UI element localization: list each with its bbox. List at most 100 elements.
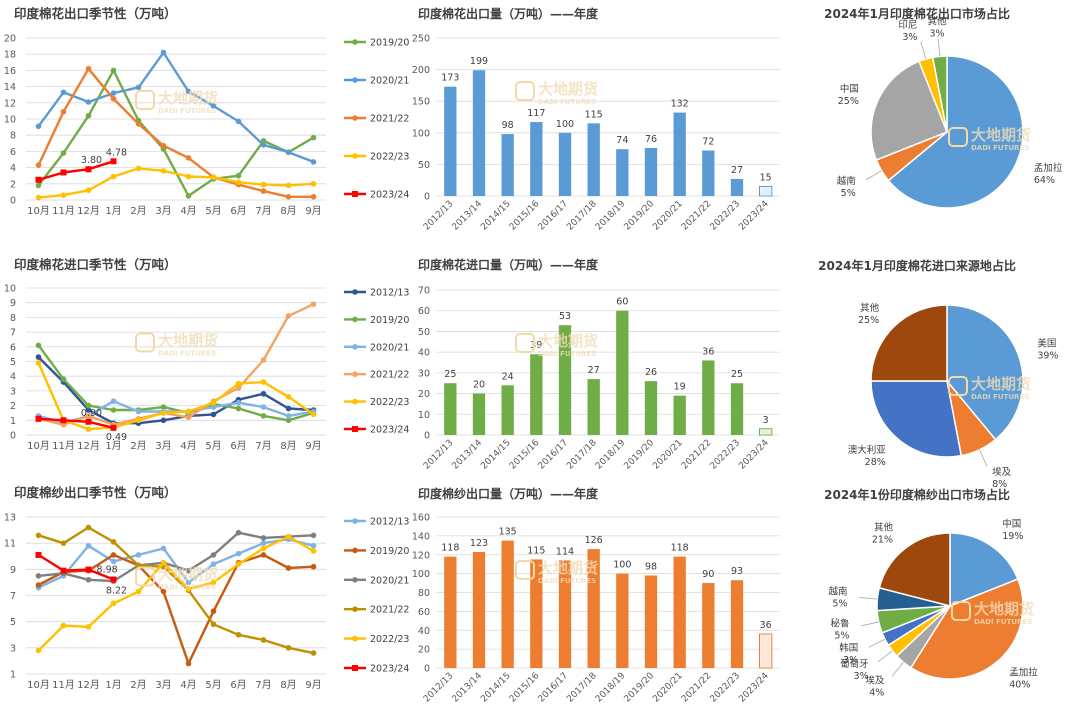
data-point bbox=[260, 637, 267, 643]
data-point bbox=[310, 532, 317, 539]
x-tick-label: 10月 bbox=[27, 679, 50, 691]
x-tick-label: 2022/23 bbox=[709, 199, 743, 233]
y-tick-label: 10 bbox=[4, 115, 16, 126]
legend-marker bbox=[352, 371, 358, 378]
y-tick-label: 8 bbox=[10, 313, 16, 324]
data-point bbox=[260, 552, 267, 558]
x-tick-label: 7月 bbox=[255, 205, 271, 217]
legend-label: 2021/22 bbox=[370, 114, 409, 125]
data-point bbox=[35, 573, 42, 579]
legend-item: 2020/21 bbox=[344, 342, 409, 353]
chart-title: 印度棉花出口季节性（万吨） bbox=[14, 6, 177, 21]
bar bbox=[644, 381, 658, 435]
legend-marker bbox=[352, 426, 358, 432]
data-point bbox=[110, 173, 117, 180]
data-point bbox=[210, 561, 217, 567]
leader-line bbox=[859, 597, 878, 600]
x-tick-label: 2018/19 bbox=[594, 438, 628, 472]
x-tick-label: 8月 bbox=[280, 205, 296, 217]
data-point bbox=[235, 179, 242, 185]
legend: 2012/13 2019/20 2020/21 2021/22 2022/23 2023/… bbox=[344, 288, 409, 436]
bar bbox=[759, 428, 773, 436]
data-point bbox=[60, 89, 67, 96]
bar-fill-light bbox=[760, 429, 771, 434]
data-point bbox=[35, 162, 42, 168]
x-tick-label: 5月 bbox=[205, 679, 221, 691]
slice-label: 中国 bbox=[840, 83, 859, 95]
legend-label: 2023/24 bbox=[370, 190, 409, 201]
y-tick-label: 3 bbox=[10, 386, 16, 397]
y-tick-label: 70 bbox=[418, 286, 430, 297]
slice-percent: 19% bbox=[1002, 531, 1023, 542]
watermark-subtext: DADI FUTURES bbox=[158, 584, 216, 592]
data-point bbox=[160, 410, 167, 416]
pie-slice bbox=[946, 304, 1024, 441]
data-point bbox=[160, 404, 167, 410]
legend-label: 2023/24 bbox=[370, 425, 409, 436]
data-point bbox=[285, 533, 292, 540]
x-tick-label: 2015/16 bbox=[508, 671, 542, 705]
series-line bbox=[38, 417, 114, 429]
watermark-text: 大地期货 bbox=[538, 80, 598, 98]
y-tick-label: 30 bbox=[418, 368, 430, 379]
x-tick-label: 12月 bbox=[77, 679, 100, 691]
data-point bbox=[210, 621, 217, 628]
legend: 2012/13 2019/20 2020/21 2021/22 2022/23 2023/… bbox=[344, 517, 409, 675]
slice-label: 韩国 bbox=[839, 642, 858, 654]
watermark-icon bbox=[515, 560, 535, 580]
slice-percent: 39% bbox=[1037, 350, 1058, 361]
x-tick-label: 4月 bbox=[180, 440, 196, 452]
data-point bbox=[35, 176, 42, 183]
bar bbox=[673, 556, 686, 668]
bar bbox=[558, 325, 572, 435]
series-2022/23 bbox=[35, 360, 317, 432]
x-tick-label: 3月 bbox=[155, 205, 171, 217]
data-point bbox=[60, 567, 67, 574]
x-tick-label: 2月 bbox=[130, 205, 146, 217]
y-tick-label: 0 bbox=[424, 192, 430, 203]
legend-label: 2019/20 bbox=[370, 38, 409, 49]
legend-marker bbox=[352, 316, 358, 323]
data-point bbox=[110, 158, 117, 165]
data-point bbox=[160, 545, 167, 552]
slice-label: 埃及 bbox=[992, 466, 1012, 478]
slice-percent: 4% bbox=[869, 687, 884, 698]
data-point bbox=[210, 608, 217, 614]
data-point bbox=[310, 563, 317, 570]
x-tick-label: 4月 bbox=[180, 205, 196, 217]
data-point bbox=[285, 149, 292, 156]
y-tick-label: 4 bbox=[10, 372, 16, 383]
legend-marker bbox=[352, 635, 358, 642]
data-label: 0.90 bbox=[81, 408, 102, 419]
data-point bbox=[310, 650, 317, 656]
bar-chart-cotton-export-annual: 印度棉花出口量（万吨）——年度 0 50 100 150 200 250 173 2012/13… bbox=[412, 6, 780, 233]
y-tick-label: 0 bbox=[10, 431, 16, 442]
bar bbox=[472, 551, 486, 668]
x-tick-label: 2021/22 bbox=[680, 438, 714, 472]
data-point bbox=[285, 313, 292, 319]
legend-label: 2022/23 bbox=[370, 634, 409, 645]
data-point bbox=[210, 579, 217, 586]
x-tick-label: 2017/18 bbox=[565, 438, 599, 472]
data-point bbox=[135, 121, 142, 127]
x-tick-label: 2016/17 bbox=[537, 671, 571, 705]
bar bbox=[530, 122, 543, 196]
x-tick-label: 12月 bbox=[77, 205, 100, 217]
bar-value-label: 100 bbox=[556, 119, 574, 130]
slice-percent: 5% bbox=[841, 188, 856, 199]
y-tick-label: 20 bbox=[418, 645, 430, 656]
data-point bbox=[85, 413, 92, 419]
x-tick-label: 5月 bbox=[205, 440, 221, 452]
data-point bbox=[60, 421, 67, 428]
legend-marker bbox=[352, 344, 358, 350]
bar bbox=[673, 112, 686, 196]
data-point bbox=[260, 391, 267, 397]
legend-item: 2022/23 bbox=[344, 152, 409, 163]
series-line bbox=[37, 362, 315, 431]
chart-title: 印度棉花进口季节性（万吨） bbox=[14, 257, 177, 272]
slice-percent: 40% bbox=[1009, 680, 1030, 691]
data-point bbox=[210, 103, 217, 109]
